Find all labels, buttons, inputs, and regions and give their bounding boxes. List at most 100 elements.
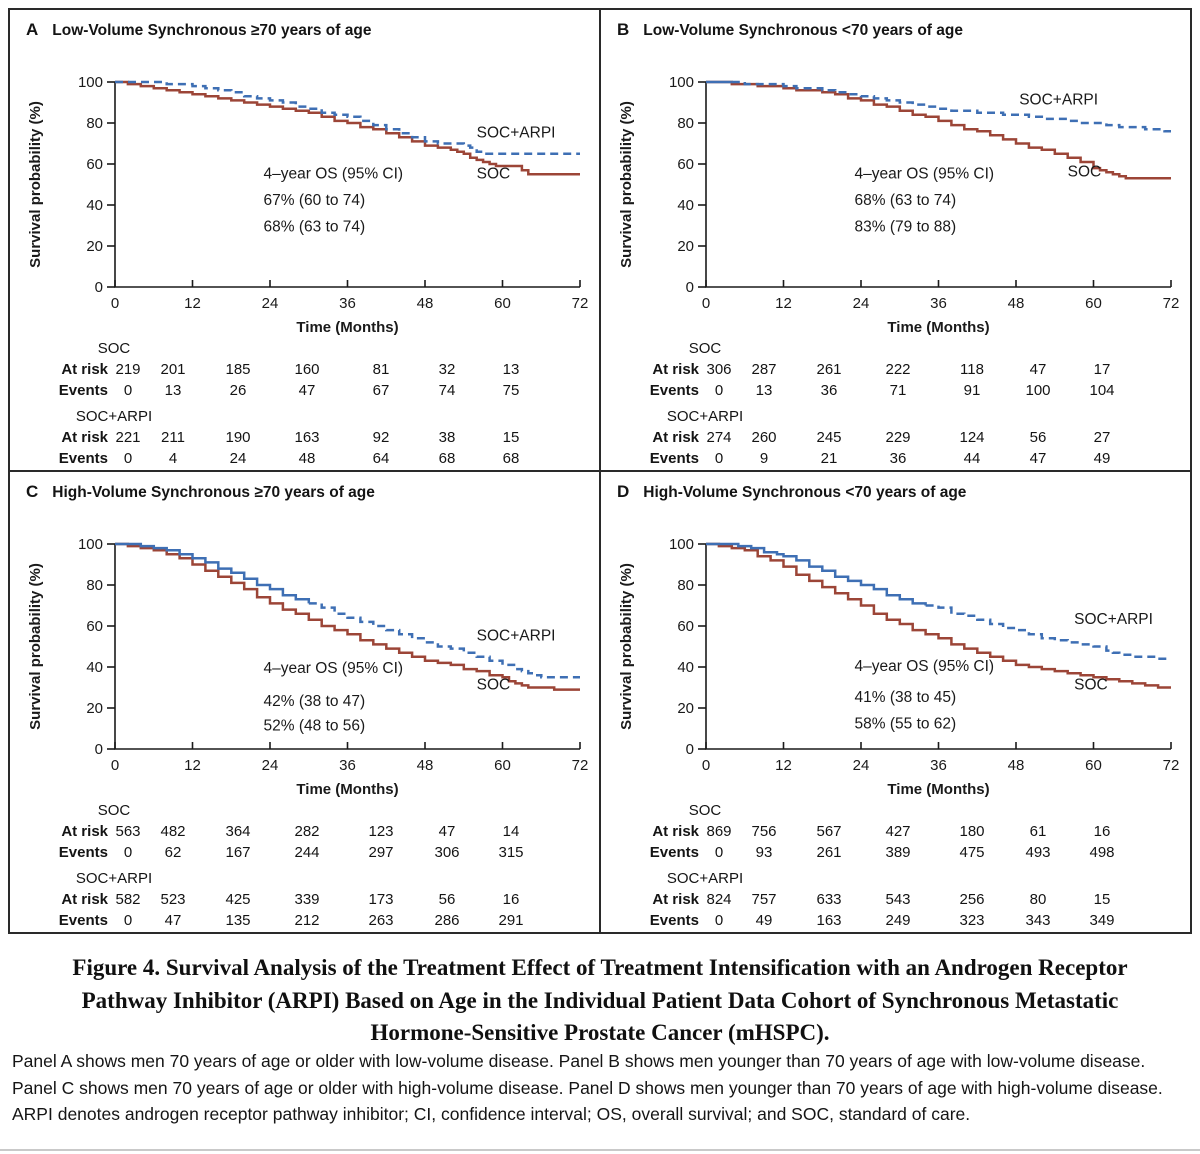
- events-row-label: Events: [649, 382, 699, 399]
- events-count: 0: [714, 450, 724, 467]
- events-count: 249: [885, 912, 911, 929]
- y-tick-label: 80: [86, 115, 103, 132]
- at-risk-count: 282: [294, 823, 320, 840]
- y-tick-label: 0: [686, 279, 694, 296]
- risk-group-name: SOC+ARPI: [666, 408, 744, 425]
- events-count: 91: [963, 382, 981, 399]
- at-risk-count: 482: [160, 823, 186, 840]
- at-risk-count: 185: [225, 361, 251, 378]
- os-annotation-line: 67% (60 to 74): [264, 192, 366, 209]
- axes: [114, 82, 580, 288]
- os-annotation-line: 4–year OS (95% CI): [855, 658, 995, 675]
- events-count: 75: [502, 382, 520, 399]
- km-chart-c: 100 80 60 40 20 00 12 24 36 48 60 72 Time (Months) Su…: [27, 536, 588, 798]
- at-risk-count: 14: [502, 823, 520, 840]
- at-risk-count: 56: [438, 891, 456, 908]
- events-count: 323: [959, 912, 985, 929]
- km-chart-b: 100 80 60 40 20 00 12 24 36 48 60 72 Time (Months) Su…: [618, 74, 1179, 336]
- x-tick-label: 0: [111, 757, 119, 774]
- x-tick-label: 60: [494, 295, 511, 312]
- at-risk-count: 869: [706, 823, 732, 840]
- risk-group-name: SOC: [688, 340, 722, 357]
- events-count: 286: [434, 912, 460, 929]
- bottom-divider: [0, 1149, 1200, 1151]
- y-tick-label: 20: [86, 238, 103, 255]
- os-annotation-line: 68% (63 to 74): [855, 192, 957, 209]
- events-count: 13: [164, 382, 182, 399]
- at-risk-count: 427: [885, 823, 911, 840]
- events-count: 0: [714, 844, 724, 861]
- curve-label-soc-arpi: SOC+ARPI: [477, 627, 556, 644]
- at-risk-count: 287: [751, 361, 777, 378]
- events-count: 21: [820, 450, 838, 467]
- events-count: 297: [368, 844, 394, 861]
- events-count: 62: [164, 844, 182, 861]
- km-curve-soc-arpi: [308, 602, 580, 679]
- events-count: 315: [498, 844, 524, 861]
- events-count: 93: [755, 844, 773, 861]
- at-risk-count: 92: [372, 429, 390, 446]
- curve-label-soc: SOC: [477, 677, 511, 694]
- events-count: 163: [816, 912, 842, 929]
- os-annotation-line: 41% (38 to 45): [855, 689, 957, 706]
- os-annotation-line: 42% (38 to 47): [264, 693, 366, 710]
- km-chart-a: 100 80 60 40 20 00 12 24 36 48 60 72 Time (Months) Su…: [27, 74, 588, 336]
- events-count: 64: [372, 450, 390, 467]
- events-count: 67: [372, 382, 390, 399]
- km-panels-grid: A Low-Volume Synchronous ≥70 years of age…: [8, 8, 1192, 934]
- events-count: 44: [963, 450, 981, 467]
- panel-title: A Low-Volume Synchronous ≥70 years of age: [26, 20, 371, 40]
- events-count: 493: [1025, 844, 1051, 861]
- km-curve-soc: [115, 80, 580, 176]
- x-tick-label: 48: [1008, 757, 1025, 774]
- at-risk-count: 201: [160, 361, 186, 378]
- at-risk-table: SOC At risk 563 482 364 282 123 47 14 Events 0 62 16…: [10, 802, 599, 932]
- at-risk-count: 563: [115, 823, 141, 840]
- events-row-label: Events: [649, 450, 699, 467]
- events-count: 263: [368, 912, 394, 929]
- at-risk-count: 256: [959, 891, 985, 908]
- events-count: 47: [298, 382, 316, 399]
- at-risk-count: 32: [438, 361, 456, 378]
- events-count: 26: [229, 382, 247, 399]
- at-risk-count: 757: [751, 891, 777, 908]
- events-count: 0: [123, 912, 133, 929]
- at-risk-count: 17: [1093, 361, 1111, 378]
- x-tick-label: 48: [1008, 295, 1025, 312]
- at-risk-count: 261: [816, 361, 842, 378]
- km-curve-soc: [706, 542, 1171, 689]
- panel-title: C High-Volume Synchronous ≥70 years of ag…: [26, 482, 375, 502]
- at-risk-count: 567: [816, 823, 842, 840]
- y-tick-label: 20: [86, 700, 103, 717]
- os-annotation-line: 4–year OS (95% CI): [264, 660, 404, 677]
- x-tick-label: 0: [111, 295, 119, 312]
- km-curve-soc-arpi: [706, 542, 927, 606]
- x-tick-label: 60: [1085, 757, 1102, 774]
- events-count: 343: [1025, 912, 1051, 929]
- at-risk-count: 756: [751, 823, 777, 840]
- at-risk-table: SOC At risk 869 756 567 427 180 61 16 Events 0 93 26…: [601, 802, 1190, 932]
- panel-letter: B: [617, 20, 630, 39]
- events-row-label: Events: [58, 382, 108, 399]
- at-risk-count: 15: [502, 429, 520, 446]
- events-count: 349: [1089, 912, 1115, 929]
- at-risk-count: 229: [885, 429, 911, 446]
- at-risk-row-label: At risk: [61, 891, 108, 908]
- km-curve-soc-arpi: [731, 80, 1171, 133]
- y-tick-label: 80: [86, 577, 103, 594]
- y-tick-label: 60: [677, 618, 694, 635]
- at-risk-count: 339: [294, 891, 320, 908]
- at-risk-row-label: At risk: [61, 361, 108, 378]
- risk-group-name: SOC+ARPI: [666, 870, 744, 887]
- at-risk-count: 190: [225, 429, 251, 446]
- x-tick-label: 12: [184, 757, 201, 774]
- panel-letter: C: [26, 482, 39, 501]
- events-count: 68: [502, 450, 520, 467]
- at-risk-count: 47: [438, 823, 456, 840]
- events-count: 135: [225, 912, 251, 929]
- at-risk-count: 163: [294, 429, 320, 446]
- at-risk-count: 633: [816, 891, 842, 908]
- events-count: 48: [298, 450, 316, 467]
- km-curve-soc-arpi: [115, 80, 580, 156]
